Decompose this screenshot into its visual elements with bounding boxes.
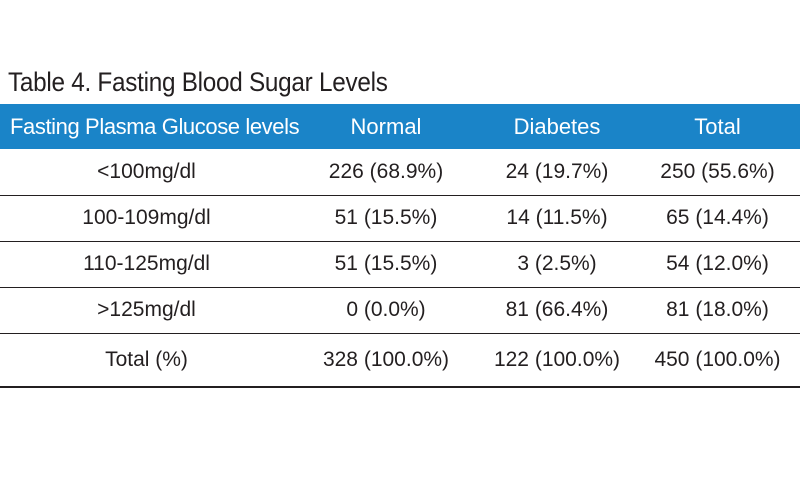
row-label: 100-109mg/dl [0, 195, 293, 242]
table-total-row: Total (%) 328 (100.0%) 122 (100.0%) 450 … [0, 333, 800, 388]
diabetes-cell: 24 (19.7%) [479, 149, 635, 196]
fasting-blood-sugar-table: Fasting Plasma Glucose levels Normal Dia… [0, 104, 800, 388]
diabetes-cell: 3 (2.5%) [479, 241, 635, 288]
table-row: 100-109mg/dl 51 (15.5%) 14 (11.5%) 65 (1… [0, 195, 800, 242]
normal-cell: 328 (100.0%) [293, 333, 479, 388]
diabetes-cell: 122 (100.0%) [479, 333, 635, 388]
total-cell: 250 (55.6%) [635, 149, 800, 196]
total-cell: 81 (18.0%) [635, 287, 800, 334]
normal-cell: 226 (68.9%) [293, 149, 479, 196]
total-cell: 54 (12.0%) [635, 241, 800, 288]
normal-cell: 51 (15.5%) [293, 241, 479, 288]
header-glucose-levels: Fasting Plasma Glucose levels [10, 113, 300, 139]
diabetes-cell: 14 (11.5%) [479, 195, 635, 242]
row-label: <100mg/dl [0, 149, 293, 196]
total-cell: 450 (100.0%) [635, 333, 800, 388]
table-row: >125mg/dl 0 (0.0%) 81 (66.4%) 81 (18.0%) [0, 287, 800, 334]
diabetes-cell: 81 (66.4%) [479, 287, 635, 334]
normal-cell: 51 (15.5%) [293, 195, 479, 242]
table-row: <100mg/dl 226 (68.9%) 24 (19.7%) 250 (55… [0, 149, 800, 196]
row-label: Total (%) [0, 333, 293, 388]
table-caption: Table 4. Fasting Blood Sugar Levels [8, 67, 388, 97]
row-label: 110-125mg/dl [0, 241, 293, 288]
normal-cell: 0 (0.0%) [293, 287, 479, 334]
table-row: 110-125mg/dl 51 (15.5%) 3 (2.5%) 54 (12.… [0, 241, 800, 288]
total-cell: 65 (14.4%) [635, 195, 800, 242]
header-total: Total [694, 113, 741, 139]
table-header-row: Fasting Plasma Glucose levels Normal Dia… [0, 104, 800, 149]
header-normal: Normal [350, 113, 422, 139]
header-diabetes: Diabetes [513, 113, 601, 139]
row-label: >125mg/dl [0, 287, 293, 334]
